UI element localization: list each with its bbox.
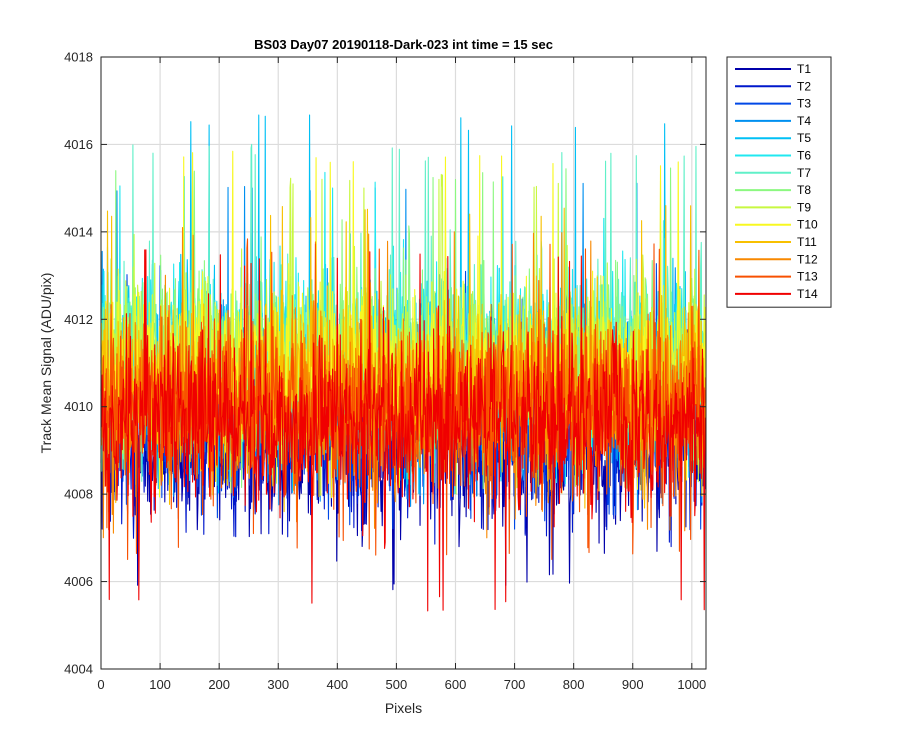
x-axis-label: Pixels [385, 700, 422, 716]
legend-label-t4: T4 [797, 114, 811, 128]
legend-label-t1: T1 [797, 62, 811, 76]
legend-label-t11: T11 [797, 235, 817, 249]
legend-label-t13: T13 [797, 270, 818, 284]
y-tick-label: 4010 [64, 399, 93, 414]
legend-box [726, 56, 832, 308]
legend-label-t12: T12 [797, 252, 818, 266]
x-tick-label: 900 [622, 677, 644, 692]
chart-title: BS03 Day07 20190118-Dark-023 int time = … [254, 37, 553, 52]
legend-label-t8: T8 [797, 183, 811, 197]
legend-label-t5: T5 [797, 131, 811, 145]
x-tick-label: 300 [267, 677, 289, 692]
y-tick-label: 4016 [64, 137, 93, 152]
axes-box [100, 56, 707, 670]
y-tick-label: 4004 [64, 662, 93, 677]
series-line-t14 [100, 249, 706, 612]
x-tick-label: 400 [326, 677, 348, 692]
y-tick-label: 4008 [64, 487, 93, 502]
legend-label-t9: T9 [797, 200, 811, 214]
x-tick-label: 700 [504, 677, 526, 692]
legend-label-t3: T3 [797, 97, 811, 111]
x-tick-label: 1000 [677, 677, 706, 692]
series-lines [100, 114, 706, 612]
y-axis-label: Track Mean Signal (ADU/pix) [38, 273, 54, 454]
y-tick-label: 4006 [64, 574, 93, 589]
y-tick-label: 4018 [64, 50, 93, 65]
x-tick-label: 500 [386, 677, 408, 692]
x-tick-label: 0 [97, 677, 104, 692]
y-tick-label: 4012 [64, 312, 93, 327]
legend-label-t14: T14 [797, 287, 818, 301]
ticks: 0 100 200 300 400 500 600 700 800 900 1000 4004 4006… [64, 50, 706, 693]
x-tick-label: 800 [563, 677, 585, 692]
y-tick-label: 4014 [64, 224, 93, 239]
legend-label-t2: T2 [797, 79, 811, 93]
legend-label-t10: T10 [797, 218, 818, 232]
x-tick-label: 200 [208, 677, 230, 692]
x-tick-label: 100 [149, 677, 171, 692]
x-tick-label: 600 [445, 677, 467, 692]
legend: T1 T2 T3 T4 T5 T6 T7 T8 T9 T10 T11 T12 T13 T14 [726, 56, 832, 308]
legend-label-t7: T7 [797, 166, 811, 180]
legend-label-t6: T6 [797, 149, 811, 163]
